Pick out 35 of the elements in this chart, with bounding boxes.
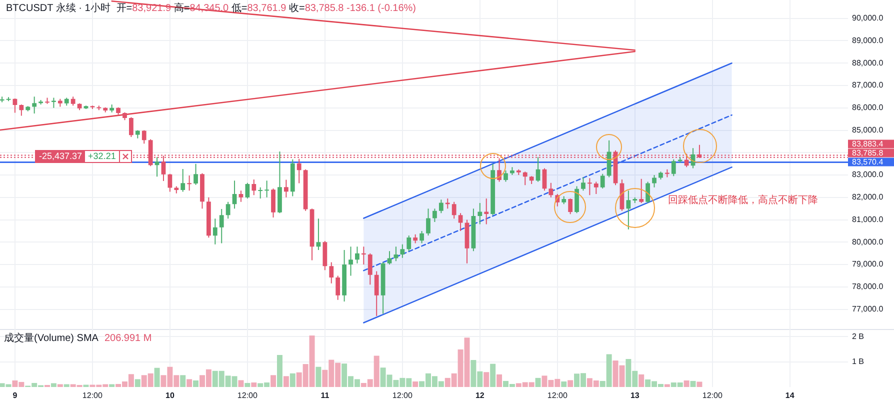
ref-line-label: 83,570.4 bbox=[852, 157, 884, 166]
y-tick-label: 87,000.0 bbox=[852, 80, 884, 90]
annotation: +32.21 bbox=[85, 151, 120, 162]
y-tick-label: 78,000.0 bbox=[852, 282, 884, 292]
x-tick-label: 13 bbox=[630, 391, 640, 400]
y-tick-label: 89,000.0 bbox=[852, 36, 884, 45]
x-tick-label: 12:00 bbox=[237, 391, 258, 400]
chart-subtitle: 206.991 M bbox=[104, 333, 152, 344]
annotation: 回踩低点不断降低，高点不断下降 bbox=[668, 195, 818, 207]
x-tick-label: 12:00 bbox=[82, 391, 104, 400]
y-tick-label: 80,000.0 bbox=[852, 237, 884, 246]
y-tick-label: 88,000.0 bbox=[852, 58, 884, 68]
y-tick-label: 85,000.0 bbox=[852, 125, 884, 134]
chart-title: BTCUSDT 永续 · 1小时 bbox=[6, 3, 110, 14]
y-tick-label: 82,000.0 bbox=[852, 192, 884, 202]
annotation: -25,437.37 bbox=[36, 151, 86, 162]
x-tick-label: 12:00 bbox=[392, 391, 413, 400]
x-tick-label: 12 bbox=[475, 391, 485, 400]
y-tick-label: 90,000.0 bbox=[852, 14, 884, 23]
x-tick-label: 12:00 bbox=[702, 391, 723, 400]
x-tick-label: 12:00 bbox=[547, 391, 568, 400]
y-tick-label: 2 B bbox=[852, 332, 864, 341]
x-tick-label: 14 bbox=[785, 391, 795, 400]
x-tick-label: 10 bbox=[165, 391, 175, 400]
ref-line-label: 83,883.4 bbox=[852, 139, 884, 148]
ref-line-label: 83,785.8 bbox=[852, 148, 884, 158]
x-tick-label: 9 bbox=[12, 391, 18, 400]
y-tick-label: 77,000.0 bbox=[852, 304, 884, 314]
y-tick-label: 79,000.0 bbox=[852, 260, 884, 269]
y-tick-label: 83,000.0 bbox=[852, 170, 884, 180]
y-tick-label: 1 B bbox=[852, 356, 864, 366]
y-tick-label: 81,000.0 bbox=[852, 214, 884, 224]
y-tick-label: 86,000.0 bbox=[852, 103, 884, 112]
x-tick-label: 11 bbox=[320, 391, 330, 400]
chart-title: 成交量(Volume) SMA bbox=[4, 333, 98, 344]
